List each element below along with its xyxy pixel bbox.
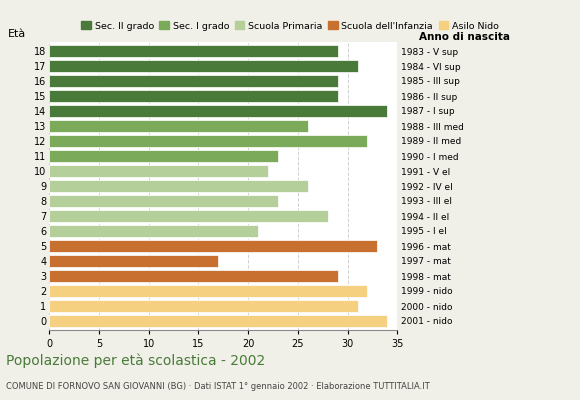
Bar (49, 105, 387, 117)
Bar (49, 270, 338, 282)
Bar (49, 210, 328, 222)
Bar (49, 315, 387, 327)
Bar (49, 195, 278, 207)
Bar (49, 285, 368, 297)
Bar (49, 300, 357, 312)
Bar (49, 135, 368, 147)
Legend: Sec. II grado, Sec. I grado, Scuola Primaria, Scuola dell'Infanzia, Asilo Nido: Sec. II grado, Sec. I grado, Scuola Prim… (81, 22, 499, 30)
Bar (49, 45, 338, 57)
Bar (49, 150, 278, 162)
Bar (49, 180, 308, 192)
Bar (49, 255, 218, 267)
Text: Anno di nascita: Anno di nascita (419, 32, 510, 42)
Bar (49, 240, 378, 252)
Bar (49, 90, 338, 102)
Text: Età: Età (8, 29, 26, 39)
Bar (49, 225, 258, 237)
Text: COMUNE DI FORNOVO SAN GIOVANNI (BG) · Dati ISTAT 1° gennaio 2002 · Elaborazione : COMUNE DI FORNOVO SAN GIOVANNI (BG) · Da… (6, 382, 430, 391)
Text: Popolazione per età scolastica - 2002: Popolazione per età scolastica - 2002 (6, 354, 265, 368)
Bar (49, 165, 268, 177)
Bar (49, 60, 357, 72)
Bar (49, 120, 308, 132)
Bar (49, 75, 338, 87)
